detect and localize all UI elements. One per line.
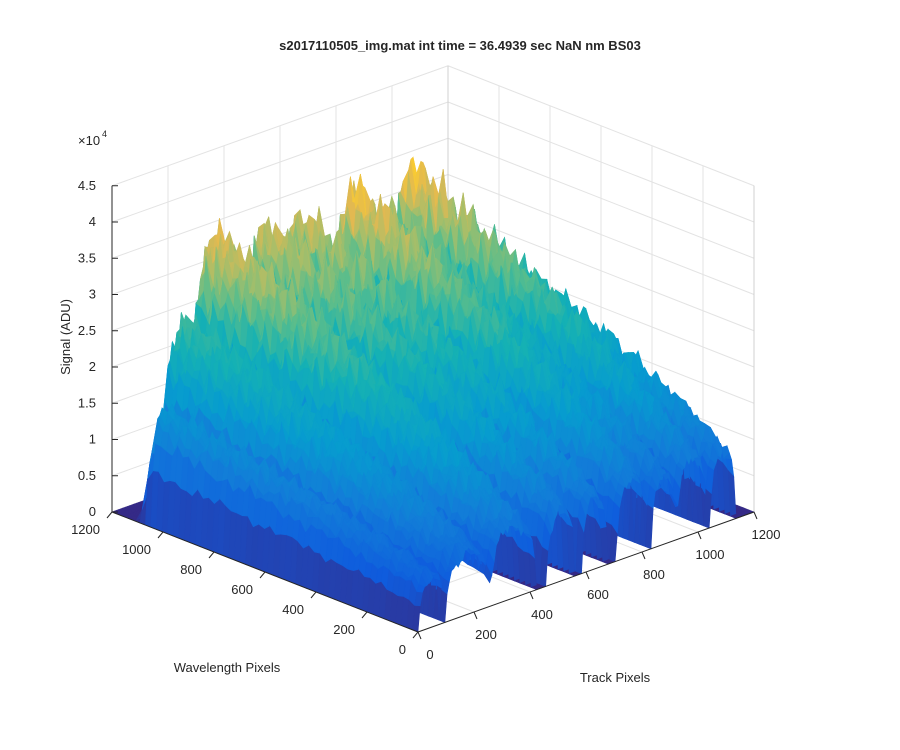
grid-line — [447, 137, 755, 259]
grid-line — [111, 65, 449, 187]
grid-line — [447, 101, 755, 223]
surface-layer — [111, 156, 755, 633]
grid-line — [447, 210, 755, 332]
grid-line — [447, 174, 755, 295]
grid-line — [111, 137, 449, 259]
grid-line — [447, 65, 755, 187]
grid-line — [111, 101, 449, 223]
